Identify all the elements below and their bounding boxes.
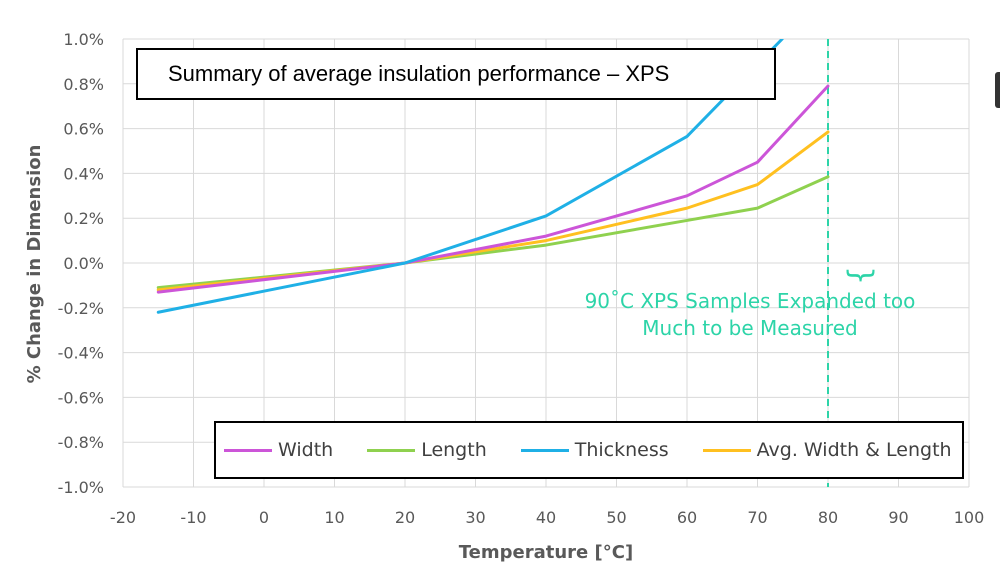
x-tick-label: 20 [395,508,415,527]
x-tick-label: 80 [818,508,838,527]
y-tick-label: 1.0% [63,30,104,49]
x-tick-label: 0 [259,508,269,527]
x-tick-label: 30 [465,508,485,527]
series-layer [156,39,830,314]
legend-item-length: Length [367,439,487,461]
annotation-line-1: 90˚C XPS Samples Expanded too [584,289,916,313]
y-axis-title: % Change in Dimension [24,145,45,384]
legend-swatch-thickness [520,448,569,452]
legend-label-length: Length [421,439,487,461]
x-tick-label: -10 [180,508,206,527]
x-tick-label: 70 [747,508,767,527]
y-tick-label: -0.2% [58,299,104,318]
x-tick-label: -20 [110,508,136,527]
gridlines [122,38,970,488]
x-tick-label: 90 [888,508,908,527]
y-tick-label: 0.6% [63,120,104,139]
x-tick-labels: -20 -10 0 10 20 30 40 50 60 70 80 90 100 [110,508,984,527]
x-tick-label: 10 [324,508,344,527]
legend-swatch-width [224,448,272,452]
legend-swatch-avg [702,448,751,452]
y-tick-label: 0.8% [63,75,104,94]
y-tick-label: 0.2% [63,209,104,228]
cropped-edge-element [995,72,1000,108]
chart-title: Summary of average insulation performanc… [168,61,670,86]
annotation-note: 90˚C XPS Samples Expanded too Much to be… [560,288,940,342]
legend-item-avg: Avg. Width & Length [702,439,952,461]
x-axis-title: Temperature [°C] [459,542,633,563]
x-tick-label: 60 [677,508,697,527]
legend-item-thickness: Thickness [520,439,669,461]
series-line-thickness [156,39,784,314]
y-tick-label: -0.4% [58,344,104,363]
y-tick-label: 0.0% [63,254,104,273]
legend-swatch-length [367,448,416,452]
x-tick-label: 100 [954,508,985,527]
y-tick-label: 0.4% [63,164,104,183]
legend-label-width: Width [278,439,334,461]
x-tick-label: 40 [536,508,556,527]
chart-title-box: Summary of average insulation performanc… [136,48,776,100]
annotation-line-2: Much to be Measured [642,316,858,340]
legend-label-avg: Avg. Width & Length [756,439,952,461]
series-line-avg-width-length [156,130,830,292]
chart-legend: Width Length Thickness Avg. Width & Leng… [214,421,964,479]
legend-label-thickness: Thickness [574,439,669,461]
y-tick-labels: -1.0% -0.8% -0.6% -0.4% -0.2% 0.0% 0.2% 0.4% 0.6… [58,30,104,497]
legend-item-width: Width [224,439,333,461]
y-tick-label: -0.6% [58,388,104,407]
y-tick-label: -1.0% [58,478,104,497]
y-tick-label: -0.8% [58,433,104,452]
x-tick-label: 50 [606,508,626,527]
series-line-width [156,84,830,294]
